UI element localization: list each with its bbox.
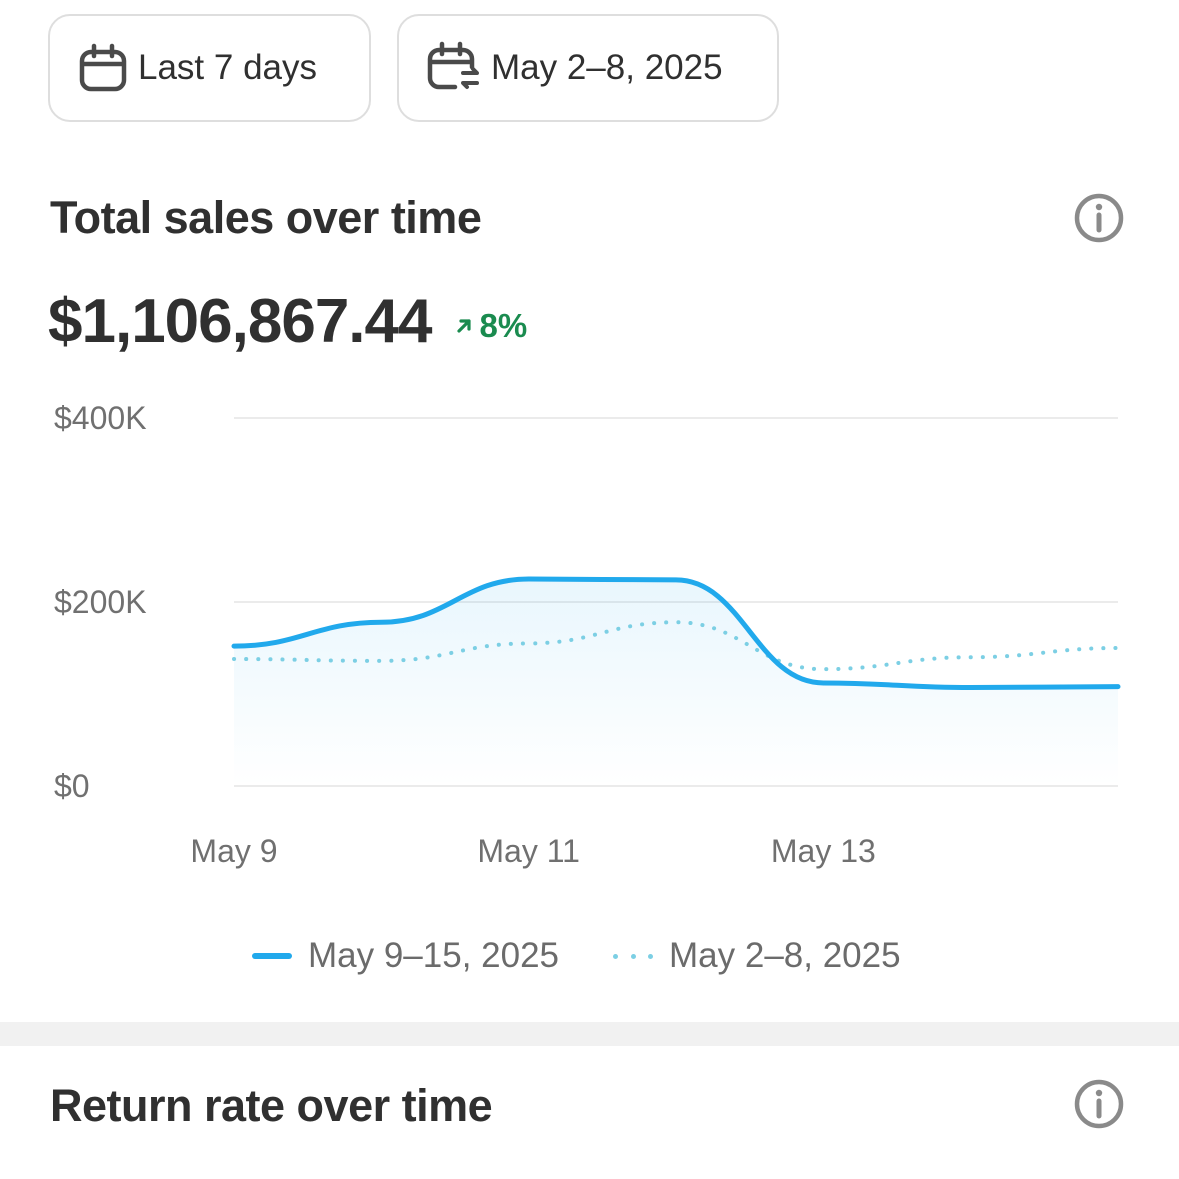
legend-solid-swatch (252, 953, 292, 959)
x-tick-label: May 13 (771, 833, 876, 869)
legend-item-previous[interactable]: May 2–8, 2025 (613, 936, 901, 976)
data-point-previous (231, 656, 237, 662)
filter-bar: Last 7 days May 2–8, 2025 (48, 14, 779, 122)
y-tick-label: $400K (54, 400, 147, 436)
series-area-fill (234, 579, 1118, 786)
data-point-previous (1115, 645, 1121, 651)
data-point-previous (378, 658, 384, 664)
data-point-current (820, 680, 826, 686)
date-range-button[interactable]: Last 7 days (48, 14, 371, 122)
sales-metric: $1,106,867.44 8% (48, 286, 527, 357)
legend-dotted-swatch (613, 953, 654, 959)
sales-change-badge: 8% (454, 306, 528, 345)
data-point-previous (526, 640, 532, 646)
info-icon[interactable] (1073, 1078, 1125, 1130)
data-point-current (968, 685, 974, 691)
compare-range-button[interactable]: May 2–8, 2025 (397, 14, 779, 122)
section-divider (0, 1022, 1179, 1046)
sales-line-chart: $0 $200K $400K May 9 May 11 May 13 (54, 400, 1121, 869)
data-point-current (673, 577, 679, 583)
data-point-current (378, 619, 384, 625)
legend-current-label: May 9–15, 2025 (308, 936, 560, 975)
legend-previous-label: May 2–8, 2025 (669, 936, 901, 975)
calendar-compare-icon (427, 41, 479, 90)
x-tick-label: May 9 (190, 833, 277, 869)
calendar-icon (79, 43, 127, 92)
series-line-previous (232, 620, 1120, 672)
legend-item-current[interactable]: May 9–15, 2025 (252, 936, 559, 976)
data-point-previous (820, 666, 826, 672)
y-tick-label: $200K (54, 584, 147, 620)
arrow-up-right-icon (456, 318, 471, 333)
compare-range-label: May 2–8, 2025 (491, 48, 723, 87)
y-tick-label: $0 (54, 768, 90, 804)
total-sales-value: $1,106,867.44 (48, 287, 432, 356)
data-point-previous (968, 654, 974, 660)
chart-legend: May 9–15, 2025 May 2–8, 2025 (252, 936, 901, 976)
data-point-previous (673, 619, 679, 625)
info-icon[interactable] (1073, 192, 1125, 244)
data-point-current (526, 576, 532, 582)
sales-card-title: Total sales over time (50, 192, 482, 243)
date-range-label: Last 7 days (138, 48, 317, 87)
x-tick-label: May 11 (477, 833, 580, 869)
returns-card-title: Return rate over time (50, 1080, 493, 1131)
series-line-current (231, 576, 1121, 691)
sales-change-value: 8% (479, 306, 528, 344)
data-point-current (231, 643, 237, 649)
data-point-current (1115, 684, 1121, 690)
